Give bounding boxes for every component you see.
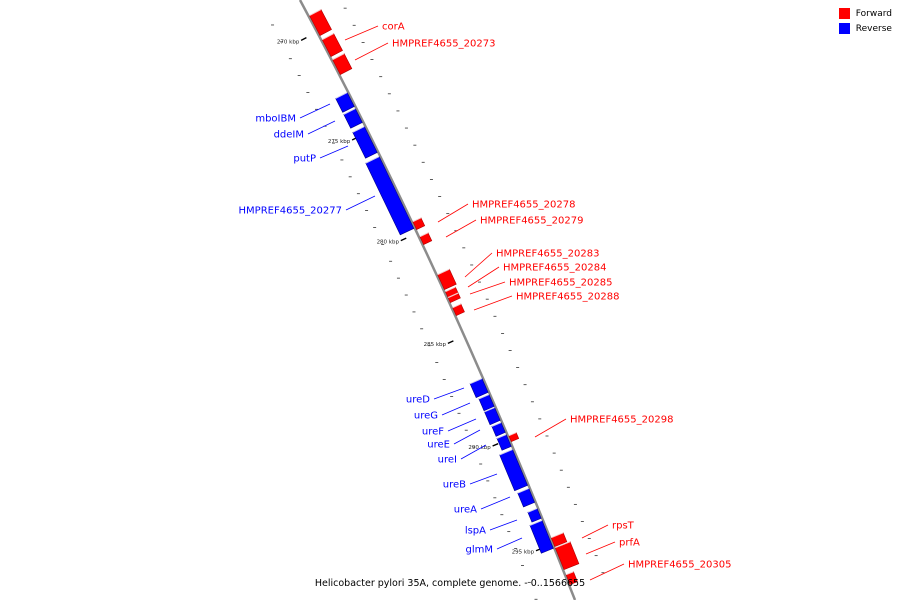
label-prfA: prfA [585, 538, 640, 555]
HMPREF4655_20285-gene[interactable] [447, 292, 461, 303]
ureI-gene[interactable] [496, 433, 512, 451]
label-ureA-text: ureA [454, 505, 477, 516]
label-HMPREF4655_20305-text: HMPREF4655_20305 [628, 560, 731, 571]
label-ureE: ureE [427, 429, 481, 451]
label-ureB: ureB [443, 473, 498, 491]
corA-gene[interactable] [309, 8, 332, 36]
lspA-gene[interactable] [527, 507, 542, 523]
HMPREF4655_20273-a-gene[interactable] [321, 32, 343, 57]
label-rpsT-text: rpsT [612, 521, 635, 532]
label-putP: putP [293, 145, 349, 165]
label-corA: corA [344, 22, 405, 41]
tick-label: 295 kbp [512, 549, 535, 555]
major-tick [400, 237, 407, 242]
label-HMPREF4655_20288: HMPREF4655_20288 [473, 292, 619, 311]
strand-legend: Forward Reverse [838, 8, 892, 38]
label-HMPREF4655_20278: HMPREF4655_20278 [437, 200, 575, 223]
label-ureF: ureF [422, 418, 477, 438]
label-HMPREF4655_20284: HMPREF4655_20284 [467, 263, 606, 288]
label-HMPREF4655_20285-text: HMPREF4655_20285 [509, 278, 612, 289]
forward-swatch [838, 8, 850, 19]
label-ureI-text: ureI [438, 455, 457, 466]
label-putP-text: putP [293, 154, 316, 165]
label-ureD-text: ureD [406, 395, 430, 406]
ddeIM-gene[interactable] [343, 107, 363, 129]
genome-caption: Helicobacter pylori 35A, complete genome… [314, 578, 586, 589]
label-corA-text: corA [382, 22, 405, 33]
label-HMPREF4655_20285: HMPREF4655_20285 [469, 278, 612, 295]
label-ureA: ureA [454, 496, 511, 516]
HMPREF4655_20277-gene[interactable] [365, 155, 415, 236]
tick-label: 285 kbp [424, 342, 447, 348]
genome-backbone [298, 0, 577, 600]
gene-labels: corA HMPREF4655_20273 HMPREF4655_20278 HMPR… [239, 22, 731, 581]
HMPREF4655_20305-gene[interactable] [565, 571, 578, 586]
rpsT-gene[interactable] [550, 532, 568, 548]
label-ureI: ureI [438, 444, 487, 466]
label-ureB-text: ureB [443, 480, 466, 491]
label-ureG: ureG [414, 402, 471, 422]
label-HMPREF4655_20273: HMPREF4655_20273 [354, 39, 495, 61]
HMPREF4655_20279-gene[interactable] [419, 232, 433, 245]
HMPREF4655_20283-gene[interactable] [437, 268, 457, 290]
ureA-gene[interactable] [517, 487, 535, 508]
label-HMPREF4655_20277: HMPREF4655_20277 [239, 195, 376, 217]
tick-label: 290 kbp [468, 445, 491, 451]
reverse-swatch [838, 23, 850, 34]
label-ureD: ureD [406, 387, 465, 406]
label-HMPREF4655_20283-text: HMPREF4655_20283 [496, 249, 599, 260]
tick-label: 275 kbp [328, 139, 351, 145]
label-HMPREF4655_20273-text: HMPREF4655_20273 [392, 39, 495, 50]
label-HMPREF4655_20298-text: HMPREF4655_20298 [570, 415, 673, 426]
tick-label: 270 kbp [277, 39, 300, 45]
major-tick [492, 443, 499, 447]
label-glmM-text: glmM [466, 545, 494, 556]
label-ddeIM-text: ddeIM [274, 130, 304, 141]
ureG-gene[interactable] [478, 393, 495, 412]
ureB-gene[interactable] [499, 448, 528, 492]
ureD-gene[interactable] [469, 377, 489, 398]
major-tick [447, 340, 454, 344]
legend-forward: Forward [838, 8, 892, 19]
label-HMPREF4655_20277-text: HMPREF4655_20277 [239, 206, 342, 217]
major-tick [300, 36, 307, 42]
label-ddeIM: ddeIM [274, 120, 336, 141]
label-HMPREF4655_20305: HMPREF4655_20305 [589, 560, 731, 581]
label-HMPREF4655_20284-text: HMPREF4655_20284 [503, 263, 606, 274]
label-lspA-text: lspA [465, 526, 486, 537]
label-HMPREF4655_20279: HMPREF4655_20279 [445, 216, 583, 238]
legend-forward-label: Forward [855, 8, 892, 19]
label-HMPREF4655_20279-text: HMPREF4655_20279 [480, 216, 583, 227]
label-HMPREF4655_20288-text: HMPREF4655_20288 [516, 292, 619, 303]
label-ureE-text: ureE [427, 440, 450, 451]
ureF-gene[interactable] [484, 406, 501, 426]
putP-gene[interactable] [352, 125, 378, 159]
label-mboIBM-text: mboIBM [255, 114, 296, 125]
label-HMPREF4655_20283: HMPREF4655_20283 [464, 249, 599, 278]
label-ureF-text: ureF [422, 427, 444, 438]
legend-reverse-label: Reverse [855, 23, 892, 34]
tick-marks: 270 kbp 275 kbp 280 kbp 285 kbp 290 kbp 295 k… [271, 7, 605, 600]
gene-features [309, 8, 580, 586]
label-rpsT: rpsT [581, 521, 635, 539]
label-glmM: glmM [466, 537, 523, 556]
label-HMPREF4655_20298: HMPREF4655_20298 [534, 415, 673, 438]
HMPREF4655_20278-gene[interactable] [412, 217, 426, 230]
tick-label: 280 kbp [377, 240, 400, 246]
legend-reverse: Reverse [838, 23, 892, 34]
glmM-gene[interactable] [529, 519, 554, 554]
label-HMPREF4655_20278-text: HMPREF4655_20278 [472, 200, 575, 211]
label-prfA-text: prfA [619, 538, 640, 549]
HMPREF4655_20273-gene[interactable] [332, 53, 353, 75]
label-mboIBM: mboIBM [255, 103, 331, 125]
ureE-gene[interactable] [491, 421, 506, 437]
mboIBM-gene[interactable] [335, 91, 355, 113]
HMPREF4655_20288-gene[interactable] [452, 303, 465, 316]
label-lspA: lspA [465, 519, 518, 537]
prfA-gene[interactable] [554, 541, 580, 571]
HMPREF4655_20298-gene[interactable] [508, 431, 520, 443]
label-ureG-text: ureG [414, 411, 438, 422]
